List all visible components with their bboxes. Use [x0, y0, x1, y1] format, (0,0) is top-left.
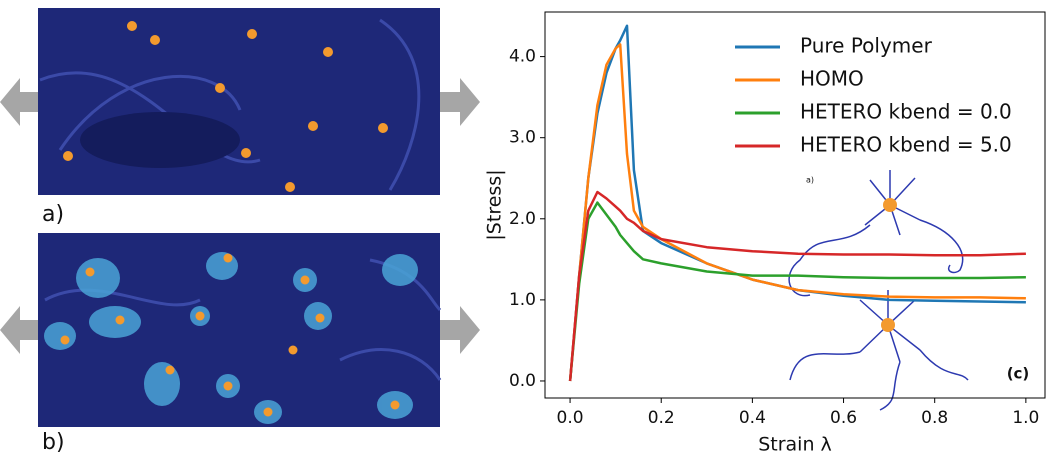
- simulation-image-b: [38, 233, 442, 427]
- inset-molecules: [788, 170, 969, 411]
- legend-label: HETERO kbend = 5.0: [800, 133, 1012, 157]
- series-line: [568, 24, 1026, 382]
- series-line: [568, 201, 1026, 382]
- annotation: (c): [1007, 365, 1030, 383]
- x-tick-label: 0.0: [557, 408, 584, 428]
- legend-label: Pure Polymer: [800, 34, 933, 58]
- y-tick-label: 3.0: [509, 128, 536, 148]
- plot-frame: [544, 11, 1046, 399]
- series-line: [568, 43, 1026, 382]
- y-tick-label: 0.0: [509, 371, 536, 391]
- panel-label: a): [42, 202, 64, 227]
- y-tick-label: 2.0: [509, 209, 536, 229]
- x-tick-label: 1.0: [1012, 408, 1039, 428]
- legend-label: HOMO: [800, 67, 864, 91]
- panel-label: b): [42, 430, 65, 455]
- simulation-image-a: [38, 8, 440, 195]
- x-axis-title: Strain λ: [758, 434, 832, 456]
- x-tick-label: 0.8: [921, 408, 948, 428]
- x-tick-label: 0.2: [648, 408, 675, 428]
- y-tick-label: 1.0: [509, 290, 536, 310]
- y-tick-label: 4.0: [509, 47, 536, 67]
- y-axis-title: |Stress|: [484, 169, 506, 240]
- x-tick-label: 0.4: [739, 408, 766, 428]
- annotation: a): [806, 176, 814, 185]
- pull-arrows: [0, 78, 480, 354]
- legend-label: HETERO kbend = 0.0: [800, 100, 1012, 124]
- series-line: [568, 190, 1026, 382]
- x-tick-label: 0.6: [830, 408, 857, 428]
